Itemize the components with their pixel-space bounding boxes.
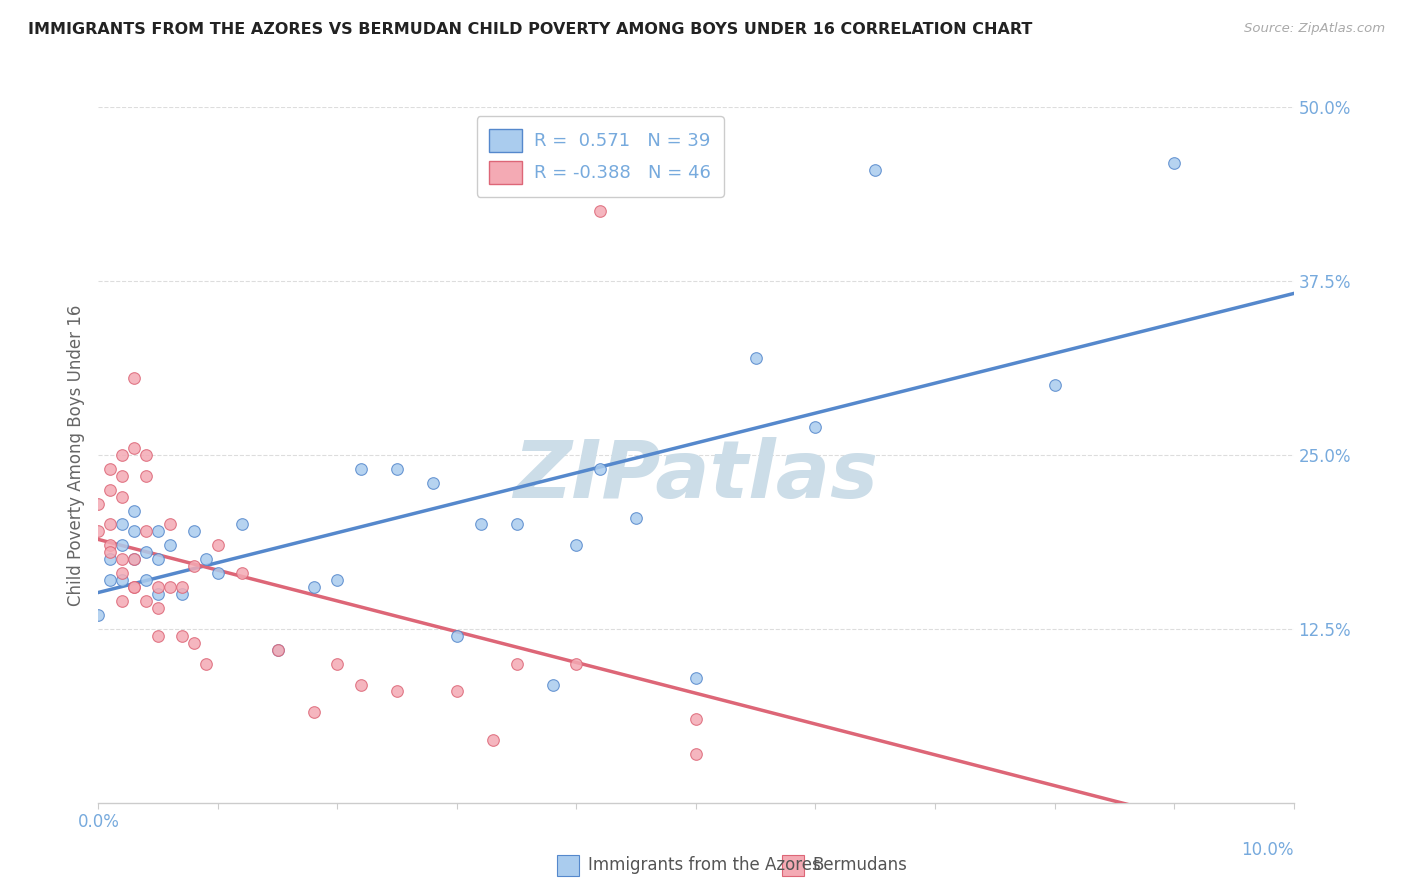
Point [172,629,194,643]
Point [159,517,181,532]
Point [124,441,146,455]
Point [267,642,290,657]
Point [135,545,157,559]
Text: Source: ZipAtlas.com: Source: ZipAtlas.com [1244,22,1385,36]
Point [685,747,707,761]
Point [148,580,170,594]
Point [111,448,134,462]
Point [124,371,146,385]
Point [326,657,349,671]
Point [183,559,205,574]
Point [87,607,110,622]
Point [385,462,409,476]
Point [231,517,253,532]
Point [111,552,134,566]
Point [446,629,468,643]
Point [183,636,205,650]
Point [124,552,146,566]
Point [685,671,707,685]
Point [148,552,170,566]
Text: 10.0%: 10.0% [1241,841,1294,859]
Point [135,448,157,462]
Y-axis label: Child Poverty Among Boys Under 16: Child Poverty Among Boys Under 16 [66,304,84,606]
Point [1043,378,1066,392]
Point [745,351,768,365]
Point [135,524,157,539]
Point [685,712,707,726]
Point [111,573,134,587]
Point [506,517,529,532]
Point [506,657,529,671]
Point [100,517,122,532]
Point [100,462,122,476]
Point [100,573,122,587]
Point [111,468,134,483]
Point [385,684,409,698]
Point [100,552,122,566]
Bar [782,855,804,876]
Point [111,490,134,504]
Point [350,677,373,691]
Point [148,629,170,643]
Point [135,573,157,587]
Point [231,566,253,581]
Point [481,733,505,747]
Point [541,677,564,691]
Text: ZIPatlas: ZIPatlas [513,437,879,515]
Point [267,642,290,657]
Point [124,580,146,594]
Point [124,503,146,517]
Point [565,657,588,671]
Point [148,587,170,601]
Point [159,580,181,594]
Point [124,552,146,566]
Text: IMMIGRANTS FROM THE AZORES VS BERMUDAN CHILD POVERTY AMONG BOYS UNDER 16 CORRELA: IMMIGRANTS FROM THE AZORES VS BERMUDAN C… [28,22,1032,37]
Point [589,204,612,219]
Point [626,510,648,524]
Point [159,538,181,552]
Point [111,566,134,581]
Point [124,580,146,594]
Point [135,594,157,608]
Point [124,524,146,539]
Point [195,552,218,566]
Point [1163,155,1185,169]
Point [135,468,157,483]
Point [207,538,229,552]
Point [302,706,325,720]
Point [100,538,122,552]
Point [565,538,588,552]
Point [172,587,194,601]
Point [100,545,122,559]
Point [326,573,349,587]
Point [111,538,134,552]
Point [195,657,218,671]
Text: Immigrants from the Azores: Immigrants from the Azores [588,856,821,874]
Point [183,524,205,539]
Point [87,497,110,511]
Point [302,580,325,594]
Point [422,475,444,490]
Point [148,601,170,615]
Point [804,420,827,434]
Point [589,462,612,476]
Point [111,517,134,532]
Point [87,524,110,539]
Point [207,566,229,581]
Point [148,524,170,539]
Point [446,684,468,698]
Text: Bermudans: Bermudans [813,856,907,874]
Point [172,580,194,594]
Point [470,517,492,532]
Point [865,162,887,177]
Point [100,483,122,497]
Point [350,462,373,476]
Legend: R =  0.571   N = 39, R = -0.388   N = 46: R = 0.571 N = 39, R = -0.388 N = 46 [477,116,724,197]
Point [111,594,134,608]
Bar [557,855,579,876]
